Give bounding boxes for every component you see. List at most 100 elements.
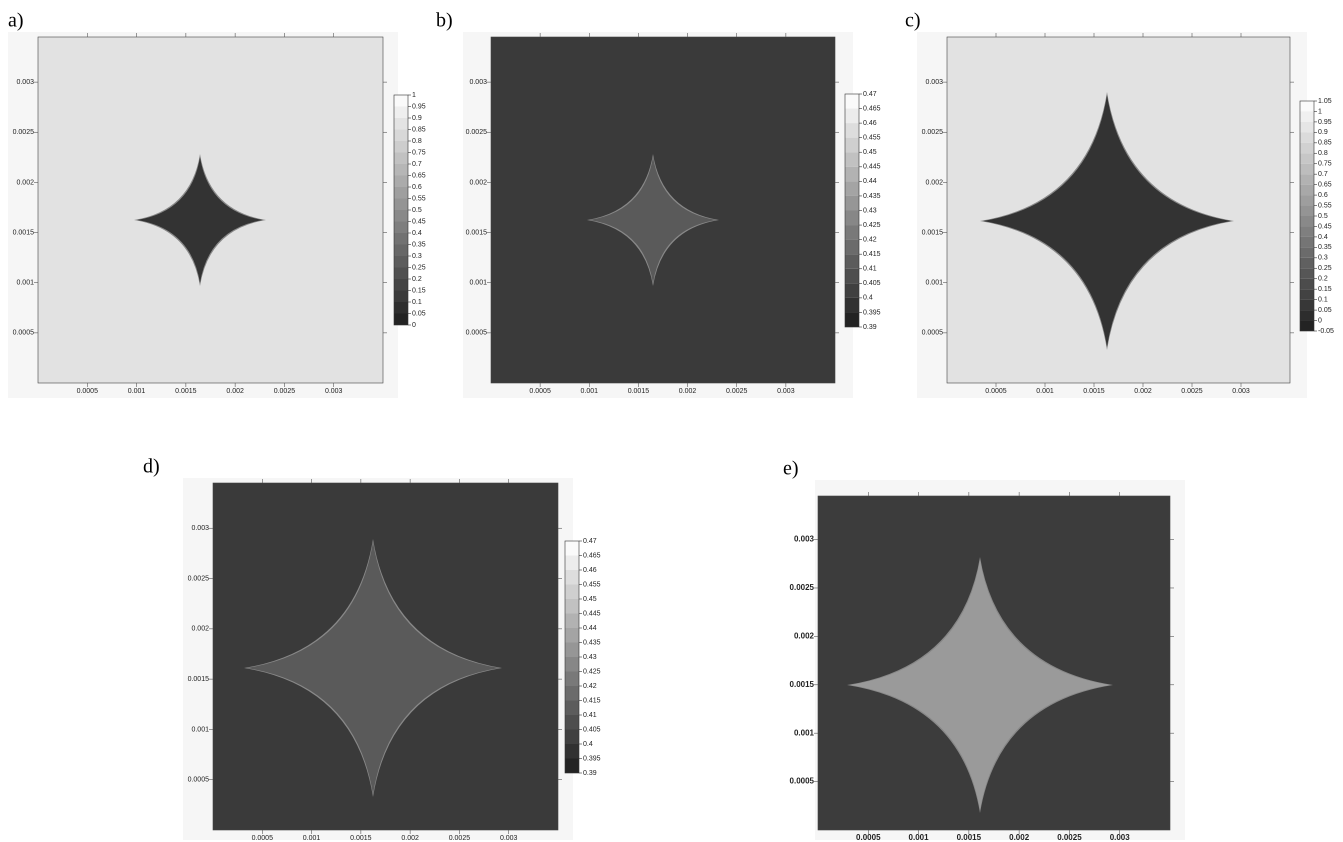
colorbar-label: 0.41 <box>583 712 597 719</box>
colorbar-band <box>1300 164 1314 174</box>
y-tick-label: 0.0015 <box>13 229 35 236</box>
colorbar-band <box>565 744 579 759</box>
colorbar-band <box>394 176 408 188</box>
x-tick-label: 0.003 <box>325 388 343 395</box>
colorbar-label: 0.39 <box>863 324 877 331</box>
colorbar-band <box>845 298 859 313</box>
colorbar-band <box>394 130 408 142</box>
colorbar-band <box>845 167 859 182</box>
colorbar-band <box>845 152 859 167</box>
colorbar-band <box>1300 237 1314 247</box>
colorbar-band <box>394 118 408 130</box>
colorbar-label: 0.43 <box>863 207 877 214</box>
colorbar-band <box>565 730 579 745</box>
x-tick-label: 0.001 <box>128 388 146 395</box>
y-tick-label: 0.001 <box>925 280 943 287</box>
x-tick-label: 0.002 <box>401 835 419 842</box>
colorbar-label: 0.9 <box>1318 129 1328 136</box>
colorbar-label: 0.4 <box>1318 234 1328 241</box>
colorbar-band <box>845 269 859 284</box>
colorbar-label: 0.45 <box>863 149 877 156</box>
colorbar-band <box>394 153 408 165</box>
y-tick-label: 0.0015 <box>922 229 944 236</box>
y-tick-label: 0.0005 <box>790 777 815 786</box>
colorbar-band <box>565 715 579 730</box>
colorbar-label: 0.2 <box>412 276 422 283</box>
colorbar-label: 0.3 <box>1318 255 1328 262</box>
colorbar-label: 0 <box>412 322 416 329</box>
colorbar-band <box>394 245 408 257</box>
y-tick-label: 0.003 <box>925 79 943 86</box>
colorbar-label: 0.35 <box>412 241 426 248</box>
colorbar-band <box>845 312 859 327</box>
x-tick-label: 0.002 <box>226 388 244 395</box>
x-tick-label: 0.0005 <box>985 388 1007 395</box>
colorbar-label: 0.435 <box>583 639 601 646</box>
colorbar-label: 0.45 <box>412 218 426 225</box>
colorbar-band <box>1300 132 1314 142</box>
y-tick-label: 0.0025 <box>922 129 944 136</box>
colorbar-band <box>565 614 579 629</box>
colorbar-band <box>1300 226 1314 236</box>
colorbar-label: 0.25 <box>1318 265 1332 272</box>
colorbar-label: 0.445 <box>863 164 881 171</box>
x-tick-label: 0.003 <box>500 835 518 842</box>
colorbar-label: 0.465 <box>863 105 881 112</box>
colorbar-label: 0.1 <box>1318 296 1328 303</box>
colorbar-band <box>1300 289 1314 299</box>
colorbar-band <box>1300 153 1314 163</box>
colorbar-band <box>565 556 579 571</box>
colorbar-band <box>845 109 859 124</box>
x-tick-label: 0.001 <box>581 388 599 395</box>
colorbar-label: 0.405 <box>863 280 881 287</box>
colorbar-label: 0.47 <box>863 91 877 98</box>
colorbar-band <box>1300 216 1314 226</box>
x-tick-label: 0.0025 <box>1181 388 1203 395</box>
colorbar-label: 0.85 <box>1318 140 1332 147</box>
colorbar-label: 1 <box>1318 108 1322 115</box>
colorbar-label: 0.42 <box>583 683 597 690</box>
colorbar-label: 0.435 <box>863 193 881 200</box>
y-tick-label: 0.0005 <box>466 330 488 337</box>
colorbar-band <box>565 672 579 687</box>
x-tick-label: 0.003 <box>1110 833 1131 842</box>
colorbar-band <box>845 211 859 226</box>
x-tick-label: 0.0025 <box>726 388 748 395</box>
x-tick-label: 0.0025 <box>1057 833 1082 842</box>
colorbar-band <box>845 181 859 196</box>
colorbar-band <box>1300 247 1314 257</box>
x-tick-label: 0.0005 <box>529 388 551 395</box>
y-tick-label: 0.001 <box>16 280 34 287</box>
colorbar-label: 0.75 <box>1318 161 1332 168</box>
x-tick-label: 0.0005 <box>252 835 274 842</box>
colorbar-band <box>565 585 579 600</box>
colorbar-label: 0.7 <box>412 161 422 168</box>
colorbar-label: 0.95 <box>412 103 426 110</box>
colorbar-band <box>845 254 859 269</box>
figure: a) 0.0005 0.001 0.0015 0.002 0.0025 0.003 0.003… <box>0 0 1343 842</box>
panel-label: a) <box>8 10 24 32</box>
y-tick-label: 0.002 <box>925 179 943 186</box>
panel-label: e) <box>783 458 799 480</box>
colorbar-band <box>394 291 408 303</box>
colorbar-label: 0.4 <box>412 230 422 237</box>
colorbar-band <box>394 141 408 153</box>
panel-label: b) <box>436 10 453 32</box>
colorbar-label: 0.5 <box>412 207 422 214</box>
x-tick-label: 0.002 <box>1134 388 1152 395</box>
colorbar-label: 1.05 <box>1318 98 1332 105</box>
colorbar-label: 0.42 <box>863 236 877 243</box>
colorbar-band <box>565 541 579 556</box>
colorbar-label: 0.395 <box>583 755 601 762</box>
colorbar-label: 0.3 <box>412 253 422 260</box>
y-tick-label: 0.002 <box>16 179 34 186</box>
colorbar-label: 0.45 <box>1318 223 1332 230</box>
colorbar-band <box>394 107 408 119</box>
colorbar-label: 0.395 <box>863 309 881 316</box>
y-tick-label: 0.001 <box>191 726 209 733</box>
x-tick-label: 0.0015 <box>1083 388 1105 395</box>
y-tick-label: 0.0025 <box>13 129 35 136</box>
x-tick-label: 0.003 <box>777 388 795 395</box>
colorbar-label: 0.455 <box>583 581 601 588</box>
x-tick-label: 0.003 <box>1232 388 1250 395</box>
